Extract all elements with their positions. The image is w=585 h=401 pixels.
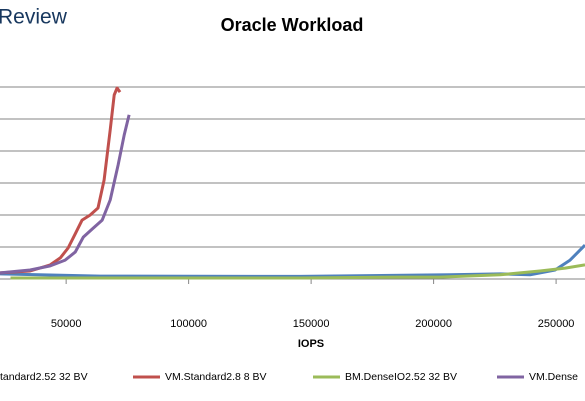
legend-label: VM.Standard2.8 8 BV <box>165 371 267 383</box>
series-line <box>0 244 585 278</box>
x-tick-label: 150000 <box>293 318 330 330</box>
series-line <box>0 114 131 275</box>
brand: Review <box>0 6 68 29</box>
x-tick-label: 200000 <box>415 318 452 330</box>
legend-label: VM.Dense <box>529 371 578 383</box>
legend-label: BM.DenseIO2.52 32 BV <box>345 371 457 383</box>
chart-title: Oracle Workload <box>221 15 364 35</box>
x-tick-label: 250000 <box>538 318 575 330</box>
legend-label: tandard2.52 32 BV <box>0 371 88 383</box>
x-axis-label: IOPS <box>298 338 324 350</box>
x-tick-label: 50000 <box>51 318 82 330</box>
series-line <box>10 263 585 280</box>
series-line <box>0 86 122 275</box>
x-tick-label: 100000 <box>170 318 207 330</box>
